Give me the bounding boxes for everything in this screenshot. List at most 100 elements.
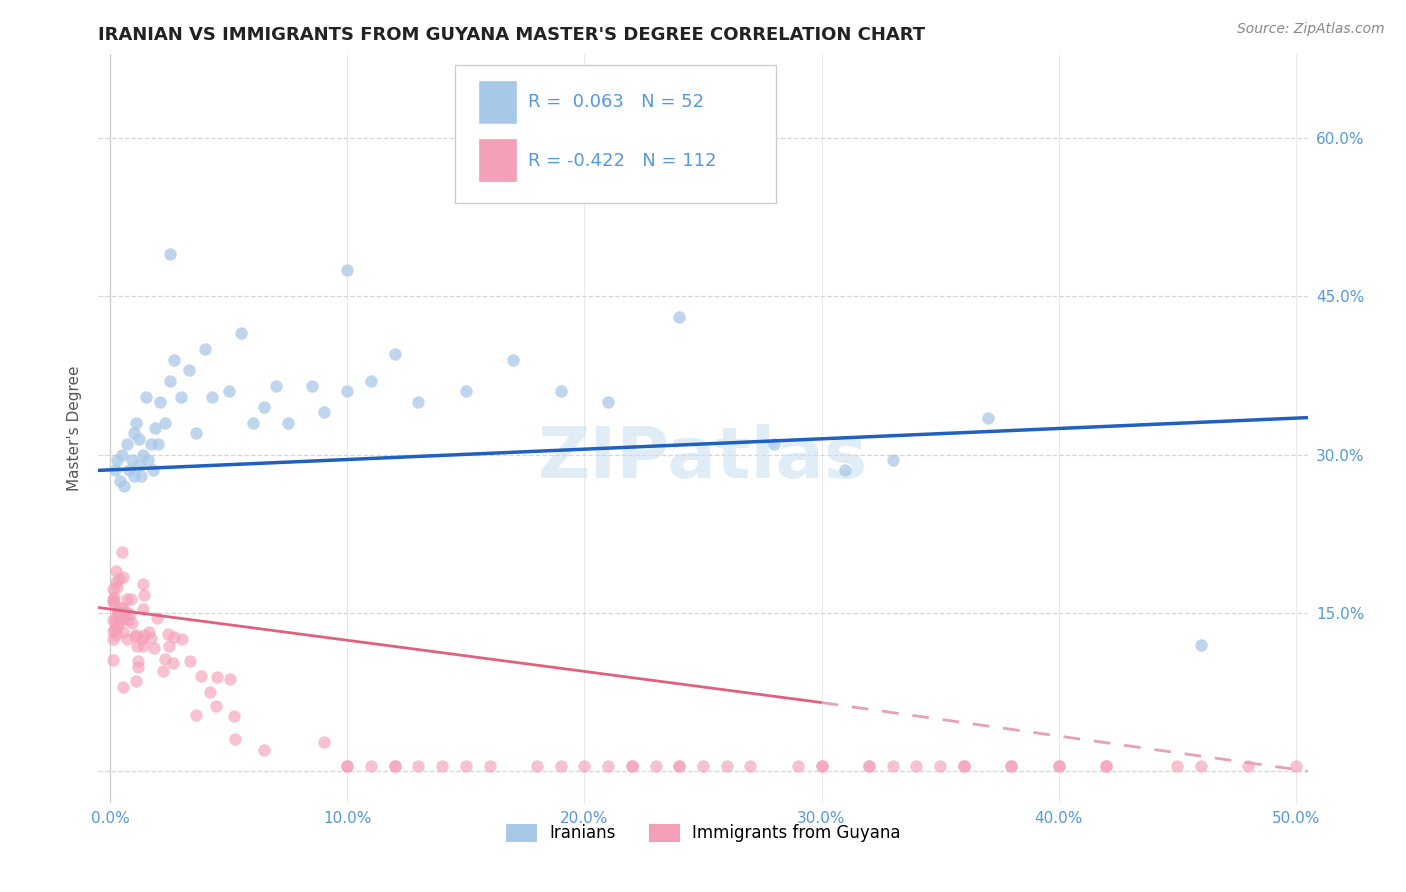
- Point: [115, 437, 138, 451]
- Point: [112, 612, 135, 626]
- Point: [101, 624, 124, 638]
- Point: [132, 602, 155, 616]
- Point: [120, 607, 142, 622]
- Point: [149, 394, 172, 409]
- Point: [224, 731, 246, 746]
- Point: [139, 437, 162, 451]
- Point: [253, 400, 276, 414]
- Point: [179, 654, 201, 668]
- Point: [952, 759, 974, 773]
- Point: [143, 421, 166, 435]
- Point: [104, 564, 127, 578]
- Point: [125, 416, 148, 430]
- Point: [111, 570, 134, 584]
- Point: [218, 384, 240, 399]
- Point: [131, 576, 153, 591]
- Point: [205, 698, 228, 713]
- Point: [277, 416, 299, 430]
- Text: R =  0.063   N = 52: R = 0.063 N = 52: [527, 94, 704, 112]
- Point: [129, 468, 152, 483]
- Point: [101, 593, 124, 607]
- Point: [454, 384, 477, 399]
- Point: [170, 390, 193, 404]
- Point: [105, 627, 128, 641]
- Point: [301, 379, 323, 393]
- Point: [740, 759, 762, 773]
- Point: [598, 759, 620, 773]
- Point: [882, 452, 904, 467]
- Point: [132, 588, 155, 602]
- Point: [668, 310, 690, 325]
- Point: [125, 639, 148, 653]
- Point: [103, 596, 125, 610]
- Point: [115, 605, 138, 619]
- Point: [131, 632, 153, 646]
- Point: [104, 623, 127, 637]
- Point: [598, 394, 620, 409]
- Point: [224, 709, 246, 723]
- Point: [834, 463, 856, 477]
- Point: [162, 656, 184, 670]
- Point: [159, 374, 181, 388]
- Text: IRANIAN VS IMMIGRANTS FROM GUYANA MASTER'S DEGREE CORRELATION CHART: IRANIAN VS IMMIGRANTS FROM GUYANA MASTER…: [98, 26, 925, 44]
- Point: [117, 613, 139, 627]
- Point: [550, 384, 572, 399]
- Point: [101, 613, 124, 627]
- Point: [1047, 759, 1070, 773]
- Point: [127, 660, 149, 674]
- Point: [786, 759, 808, 773]
- Point: [153, 416, 176, 430]
- Point: [882, 759, 904, 773]
- Point: [142, 463, 165, 477]
- Point: [763, 437, 786, 451]
- Point: [112, 611, 135, 625]
- Point: [229, 326, 252, 341]
- Point: [502, 352, 524, 367]
- Point: [110, 544, 132, 558]
- Point: [120, 591, 142, 606]
- Point: [107, 572, 129, 586]
- Point: [201, 390, 224, 404]
- Point: [454, 759, 477, 773]
- Point: [107, 580, 129, 594]
- FancyBboxPatch shape: [479, 81, 516, 123]
- Point: [122, 426, 145, 441]
- Y-axis label: Master's Degree: Master's Degree: [67, 366, 83, 491]
- Point: [384, 759, 406, 773]
- Point: [163, 352, 186, 367]
- Point: [111, 448, 134, 462]
- Point: [207, 670, 229, 684]
- Point: [312, 405, 335, 419]
- Point: [143, 640, 166, 655]
- Point: [101, 632, 124, 646]
- Point: [952, 759, 974, 773]
- Point: [336, 263, 359, 277]
- Point: [360, 759, 382, 773]
- Point: [112, 624, 135, 639]
- Point: [135, 390, 157, 404]
- Point: [432, 759, 454, 773]
- Point: [124, 629, 146, 643]
- Point: [190, 668, 212, 682]
- Point: [408, 394, 430, 409]
- Point: [114, 479, 136, 493]
- Point: [118, 463, 141, 477]
- Point: [170, 632, 193, 647]
- Point: [929, 759, 952, 773]
- Point: [692, 759, 714, 773]
- Point: [1237, 759, 1260, 773]
- Point: [104, 574, 127, 589]
- Point: [184, 707, 207, 722]
- Point: [138, 624, 160, 639]
- Point: [620, 759, 643, 773]
- Point: [194, 342, 217, 356]
- Point: [219, 673, 242, 687]
- Point: [905, 759, 928, 773]
- Point: [115, 591, 138, 606]
- Point: [384, 759, 406, 773]
- Point: [108, 474, 131, 488]
- Point: [111, 680, 134, 694]
- Point: [104, 463, 127, 477]
- Point: [976, 410, 998, 425]
- Point: [716, 759, 738, 773]
